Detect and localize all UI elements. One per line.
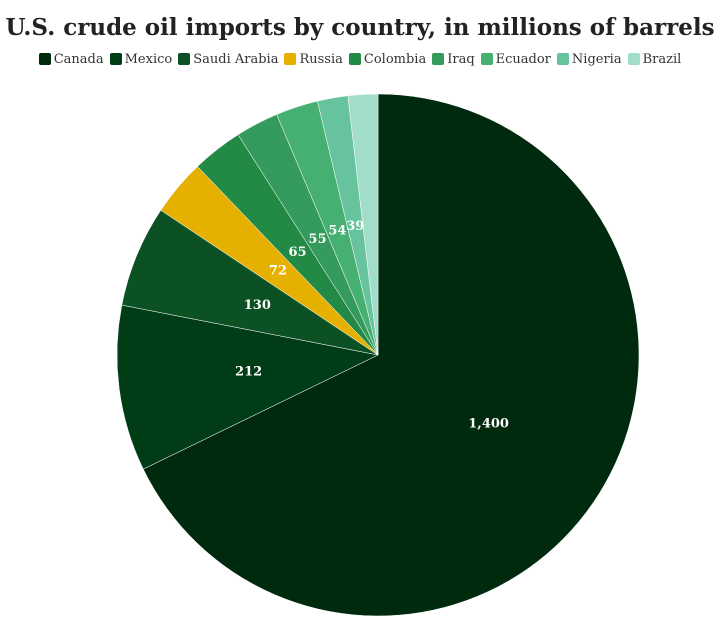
legend: Canada Mexico Saudi Arabia Russia Colombia Ir… — [0, 46, 720, 72]
legend-item: Colombia — [348, 51, 427, 67]
legend-label: Saudi Arabia — [193, 51, 279, 67]
legend-label: Colombia — [363, 51, 427, 67]
legend-label: Mexico — [124, 51, 173, 67]
legend-label: Canada — [53, 51, 104, 67]
pie-slice — [347, 93, 379, 356]
legend-item: Russia — [284, 51, 343, 67]
pie-slice — [116, 304, 379, 470]
data-label: 1,400 — [468, 417, 509, 432]
legend-item: Saudi Arabia — [178, 52, 278, 67]
data-label: 55 — [308, 232, 326, 247]
pie-slice — [142, 93, 640, 617]
legend-label: Brazil — [642, 51, 682, 67]
legend-swatch — [38, 53, 51, 65]
legend-swatch — [627, 53, 640, 65]
legend-item: Ecuador — [480, 51, 551, 67]
data-label: 130 — [244, 298, 271, 313]
legend-swatch — [348, 53, 361, 65]
legend-item: Brazil — [627, 51, 682, 67]
legend-swatch — [432, 53, 445, 65]
legend-swatch — [284, 53, 297, 65]
data-label: 212 — [235, 364, 262, 379]
legend-label: Russia — [299, 51, 343, 67]
data-label: 54 — [328, 223, 346, 238]
data-label: 65 — [288, 245, 306, 260]
data-label: 72 — [269, 264, 287, 279]
legend-label: Ecuador — [495, 51, 551, 67]
legend-swatch — [178, 53, 191, 65]
legend-item: Canada — [38, 51, 104, 67]
data-label: 39 — [346, 219, 364, 234]
page: {"chart_data": {"type": "pie", "title": … — [0, 10, 720, 629]
legend-item: Mexico — [109, 51, 173, 67]
legend-item: Iraq — [432, 51, 475, 67]
legend-label: Iraq — [447, 51, 475, 67]
legend-swatch — [556, 53, 569, 65]
legend-swatch — [109, 53, 122, 65]
legend-label: Nigeria — [571, 51, 622, 67]
chart-title: U.S. crude oil imports by country, in mi… — [5, 14, 715, 41]
legend-swatch — [480, 53, 493, 65]
legend-item: Nigeria — [556, 51, 622, 67]
